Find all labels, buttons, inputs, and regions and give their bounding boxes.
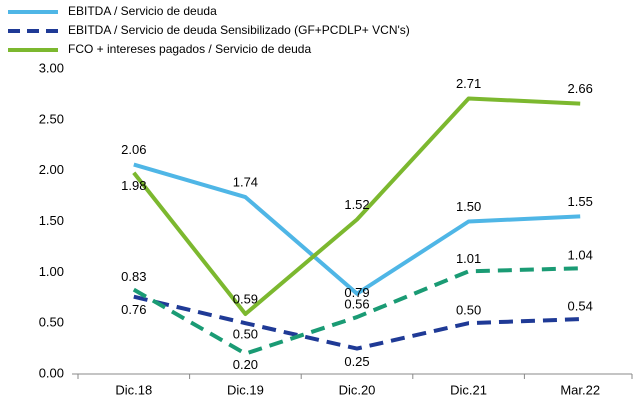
data-label: 1.04 — [568, 248, 593, 263]
legend-label: EBITDA / Servicio de deuda — [68, 4, 217, 18]
series-line — [133, 162, 581, 296]
y-tick-label: 3.00 — [39, 60, 64, 75]
y-tick-label: 2.50 — [39, 111, 64, 126]
x-tick-label: Dic.19 — [227, 382, 264, 397]
legend-label: FCO + intereses pagados / Servicio de de… — [68, 42, 311, 56]
data-label: 0.56 — [344, 297, 369, 312]
series-line — [132, 96, 581, 317]
data-label: 0.54 — [568, 299, 593, 314]
data-label: 2.71 — [456, 76, 481, 91]
data-label: 1.01 — [456, 251, 481, 266]
y-tick-label: 2.00 — [39, 162, 64, 177]
data-label: 0.59 — [233, 291, 258, 306]
data-label: 1.74 — [233, 175, 258, 190]
data-label: 1.50 — [456, 199, 481, 214]
data-label: 1.55 — [568, 194, 593, 209]
x-tick-label: Dic.20 — [339, 382, 376, 397]
series-line — [133, 294, 581, 351]
data-label: 2.66 — [568, 81, 593, 96]
data-label: 0.25 — [344, 354, 369, 369]
data-label: 2.06 — [121, 142, 146, 157]
x-tick-label: Mar.22 — [560, 382, 600, 397]
y-tick-label: 1.50 — [39, 213, 64, 228]
y-tick-label: 0.00 — [39, 365, 64, 380]
x-tick-label: Dic.21 — [450, 382, 487, 397]
data-label: 0.76 — [121, 302, 146, 317]
data-label: 0.79 — [344, 285, 369, 300]
y-tick-label: 1.00 — [39, 264, 64, 279]
data-label: 1.52 — [344, 197, 369, 212]
y-tick-label: 0.50 — [39, 315, 64, 330]
data-label: 1.98 — [121, 178, 146, 193]
legend-label: EBITDA / Servicio de deuda Sensibilizado… — [68, 23, 410, 37]
series-line — [132, 266, 581, 356]
data-label: 0.83 — [121, 269, 146, 284]
data-label: 0.50 — [233, 327, 258, 342]
data-label: 0.20 — [233, 357, 258, 372]
data-label: 0.50 — [456, 303, 481, 318]
x-tick-label: Dic.18 — [115, 382, 152, 397]
